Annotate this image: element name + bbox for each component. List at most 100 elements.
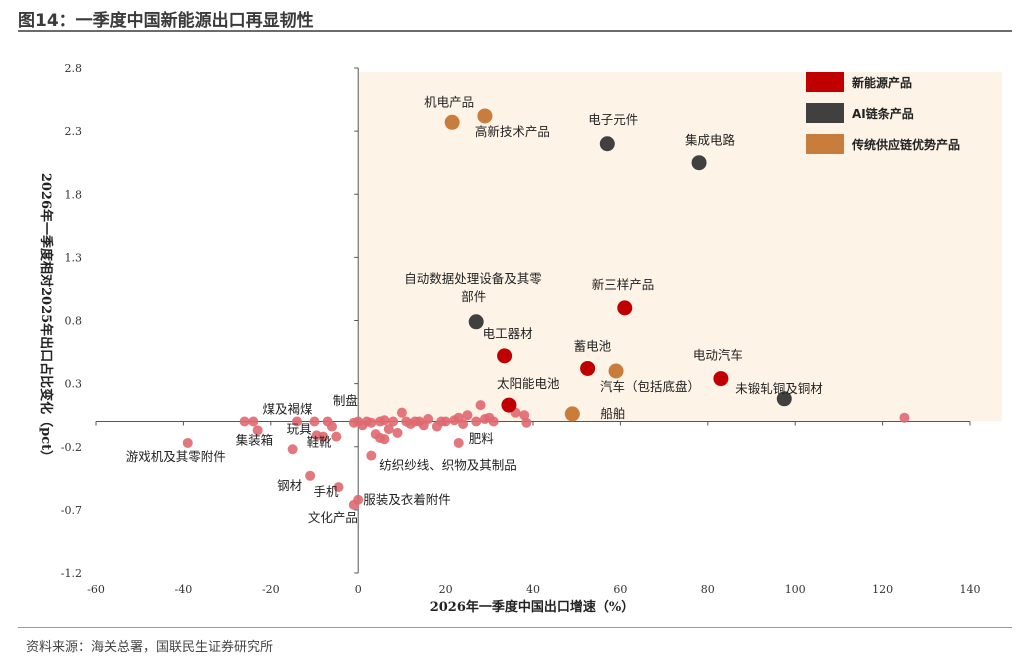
point-label: 汽车（包括底盘） <box>600 379 700 394</box>
data-point-new_energy <box>501 397 517 413</box>
point-label: 集成电路 <box>685 133 736 148</box>
data-point-other <box>182 437 193 448</box>
data-point-other <box>458 419 469 430</box>
x-tick-label: 60 <box>613 583 627 596</box>
chart-title: 图14：一季度中国新能源出口再显韧性 <box>18 11 314 31</box>
point-label: 自动数据处理设备及其零 <box>404 271 542 286</box>
legend-swatch-traditional <box>806 134 844 154</box>
data-point-other <box>326 421 337 432</box>
data-point-other <box>521 417 532 428</box>
data-point-new_energy <box>713 371 729 387</box>
data-point-other <box>392 427 403 438</box>
y-tick-label: -1.2 <box>61 567 82 580</box>
y-tick-label: 2.8 <box>65 62 83 75</box>
point-label: 太阳能电池 <box>497 376 560 391</box>
data-point-other <box>453 437 464 448</box>
legend-label: 传统供应链优势产品 <box>851 137 960 152</box>
tick-labels: -60 -40 -20 0 20 40 60 80 100 120 140 2.8 2.3 1.8 1.3 0… <box>61 62 981 596</box>
x-tick-label: 0 <box>355 583 362 596</box>
data-point-other <box>488 416 499 427</box>
point-label: 电工器材 <box>483 326 533 341</box>
data-point-other <box>239 416 250 427</box>
point-label: 集装箱 <box>236 432 274 447</box>
data-point-other <box>519 410 530 421</box>
point-label: 鞋靴 <box>307 434 333 449</box>
data-point-ai <box>599 136 615 152</box>
data-point-other <box>305 470 316 481</box>
data-point-other <box>440 416 451 427</box>
point-label: 蓄电池 <box>574 338 612 353</box>
point-label: 船舶 <box>600 406 625 421</box>
point-label: 游戏机及其零附件 <box>126 449 226 464</box>
point-label: 制盘 <box>333 393 358 408</box>
point-label: 新三样产品 <box>592 277 655 292</box>
source-rule <box>18 627 1012 628</box>
data-point-other <box>248 416 259 427</box>
data-point-traditional <box>564 406 580 422</box>
y-tick-label: 0.8 <box>65 315 83 328</box>
data-point-traditional <box>444 114 460 130</box>
y-tick-label: 2.3 <box>65 125 83 138</box>
point-label: 钢材 <box>277 478 302 493</box>
x-tick-label: 40 <box>526 583 540 596</box>
legend-label: AI链条产品 <box>852 106 914 121</box>
data-point-ai <box>776 391 792 407</box>
highlight-quadrant <box>358 72 1002 422</box>
y-tick-label: -0.2 <box>61 441 82 454</box>
y-tick-label: 1.8 <box>65 188 83 201</box>
data-point-new_energy <box>617 300 633 316</box>
point-label: 部件 <box>461 289 486 304</box>
data-point-other <box>318 431 329 442</box>
data-point-other <box>309 416 320 427</box>
data-point-other <box>423 413 434 424</box>
point-label: 肥料 <box>469 431 495 446</box>
point-label: 服装及衣着附件 <box>363 492 451 507</box>
legend-label: 新能源产品 <box>852 75 912 90</box>
x-tick-label: -40 <box>175 583 193 596</box>
point-label: 手机 <box>314 484 340 499</box>
y-tick-label: 1.3 <box>65 251 83 264</box>
point-label: 高新技术产品 <box>475 124 550 139</box>
data-point-other <box>366 450 377 461</box>
y-tick-label: 0.3 <box>65 378 83 391</box>
legend-swatch-new_energy <box>806 72 844 92</box>
data-point-other <box>287 444 298 455</box>
legend-swatch-ai <box>806 103 844 123</box>
point-label: 煤及褐煤 <box>263 402 314 417</box>
x-tick-label: 100 <box>785 583 806 596</box>
data-point-new_energy <box>497 348 513 364</box>
data-point-other <box>899 412 910 423</box>
y-axis-label: 2026年一季度相对2025年出口占比变化（pct） <box>38 173 54 463</box>
x-tick-label: 20 <box>439 583 453 596</box>
data-point-traditional <box>608 363 624 379</box>
data-point-other <box>462 410 473 421</box>
data-point-other <box>353 494 364 505</box>
data-point-other <box>475 400 486 411</box>
y-tick-label: -0.7 <box>61 504 82 517</box>
title-rule <box>18 30 1012 32</box>
data-point-traditional <box>477 108 493 124</box>
point-label: 电动汽车 <box>693 348 743 363</box>
x-tick-label: -60 <box>87 583 105 596</box>
point-label: 电子元件 <box>588 112 638 127</box>
data-points <box>182 108 910 510</box>
data-point-ai <box>691 155 707 171</box>
x-tick-label: -20 <box>262 583 280 596</box>
point-label: 文化产品 <box>308 510 358 525</box>
data-point-other <box>379 415 390 426</box>
scatter-chart: -60 -40 -20 0 20 40 60 80 100 120 140 2.8 2.3 1.8 1.3 0… <box>38 62 1002 615</box>
point-label: 纺织纱线、织物及其制品 <box>379 458 517 473</box>
point-label: 机电产品 <box>424 94 474 109</box>
x-tick-label: 120 <box>872 583 893 596</box>
x-tick-label: 140 <box>960 583 981 596</box>
data-point-ai <box>468 314 484 330</box>
point-label: 未锻轧铜及铜材 <box>735 381 823 396</box>
data-point-new_energy <box>580 360 596 376</box>
data-point-other <box>252 425 263 436</box>
data-point-other <box>331 431 342 442</box>
x-tick-label: 80 <box>701 583 715 596</box>
data-point-other <box>383 424 394 435</box>
x-axis-label: 2026年一季度中国出口增速（%） <box>430 599 635 615</box>
